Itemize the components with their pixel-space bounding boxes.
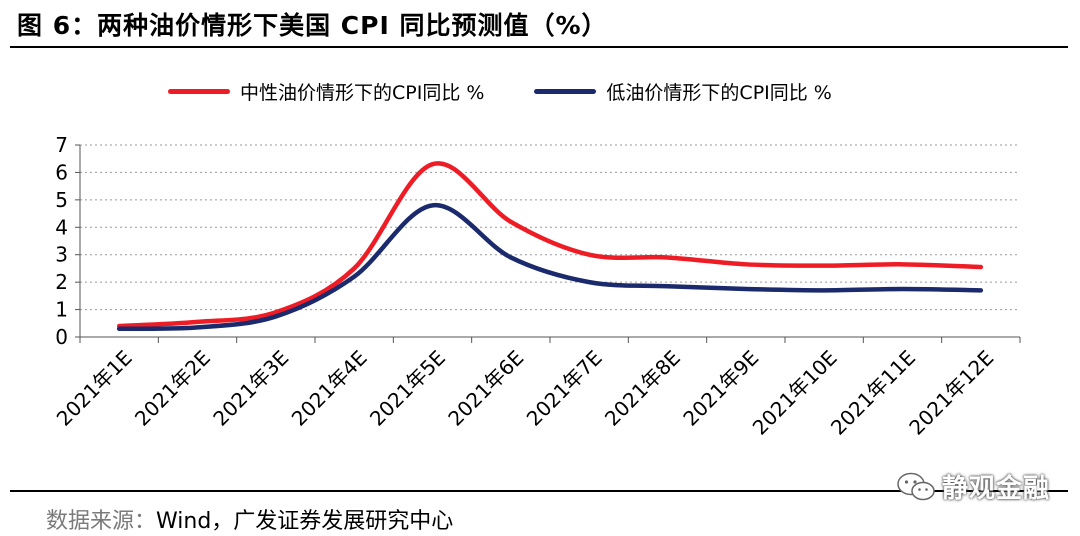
x-tick-label-1: 2021年1E (52, 346, 137, 431)
wechat-icon (897, 472, 935, 500)
legend-label-low: 低油价情形下的CPI同比 % (606, 82, 832, 104)
x-tick-label-6: 2021年6E (443, 346, 528, 431)
line-chart: 012345672021年1E2021年2E2021年3E2021年4E2021… (52, 133, 1021, 440)
y-tick-label-4: 4 (55, 215, 68, 239)
y-tick-label-5: 5 (55, 188, 68, 212)
chart-legend: 中性油价情形下的CPI同比 % 低油价情形下的CPI同比 % (168, 78, 832, 105)
legend-item-high: 中性油价情形下的CPI同比 % (168, 78, 484, 105)
x-tick-label-12: 2021年12E (904, 346, 998, 440)
bottom-rule (10, 490, 1068, 492)
x-tick-label-7: 2021年7E (522, 346, 607, 431)
source-label: 数据来源： (46, 509, 157, 534)
legend-swatch-low (534, 89, 597, 94)
top-rule (10, 46, 1068, 48)
legend-item-low: 低油价情形下的CPI同比 % (534, 78, 832, 105)
series-line-low (116, 203, 984, 332)
source-note: 数据来源：Wind，广发证券发展研究中心 (46, 503, 453, 535)
y-tick-label-0: 0 (55, 325, 68, 349)
y-tick-label-6: 6 (55, 160, 68, 184)
series-line-high (116, 161, 984, 329)
x-tick-label-4: 2021年4E (287, 346, 372, 431)
legend-swatch-high (168, 89, 230, 94)
x-tick-label-2: 2021年2E (130, 346, 215, 431)
x-tick-label-3: 2021年3E (208, 346, 293, 431)
watermark-text: 静观金融 (942, 474, 1051, 504)
y-tick-label-1: 1 (55, 298, 68, 322)
watermark: 静观金融 (896, 468, 1050, 505)
x-tick-label-5: 2021年5E (365, 346, 450, 431)
x-tick-label-9: 2021年9E (678, 346, 763, 431)
figure-title: 图 6：两种油价情形下美国 CPI 同比预测值（%） (17, 11, 608, 40)
y-tick-label-2: 2 (55, 270, 68, 294)
source-text: Wind，广发证券发展研究中心 (156, 509, 454, 534)
y-tick-label-3: 3 (55, 243, 68, 267)
legend-label-high: 中性油价情形下的CPI同比 % (240, 82, 485, 104)
y-tick-label-7: 7 (55, 133, 68, 157)
x-tick-label-8: 2021年8E (600, 346, 685, 431)
